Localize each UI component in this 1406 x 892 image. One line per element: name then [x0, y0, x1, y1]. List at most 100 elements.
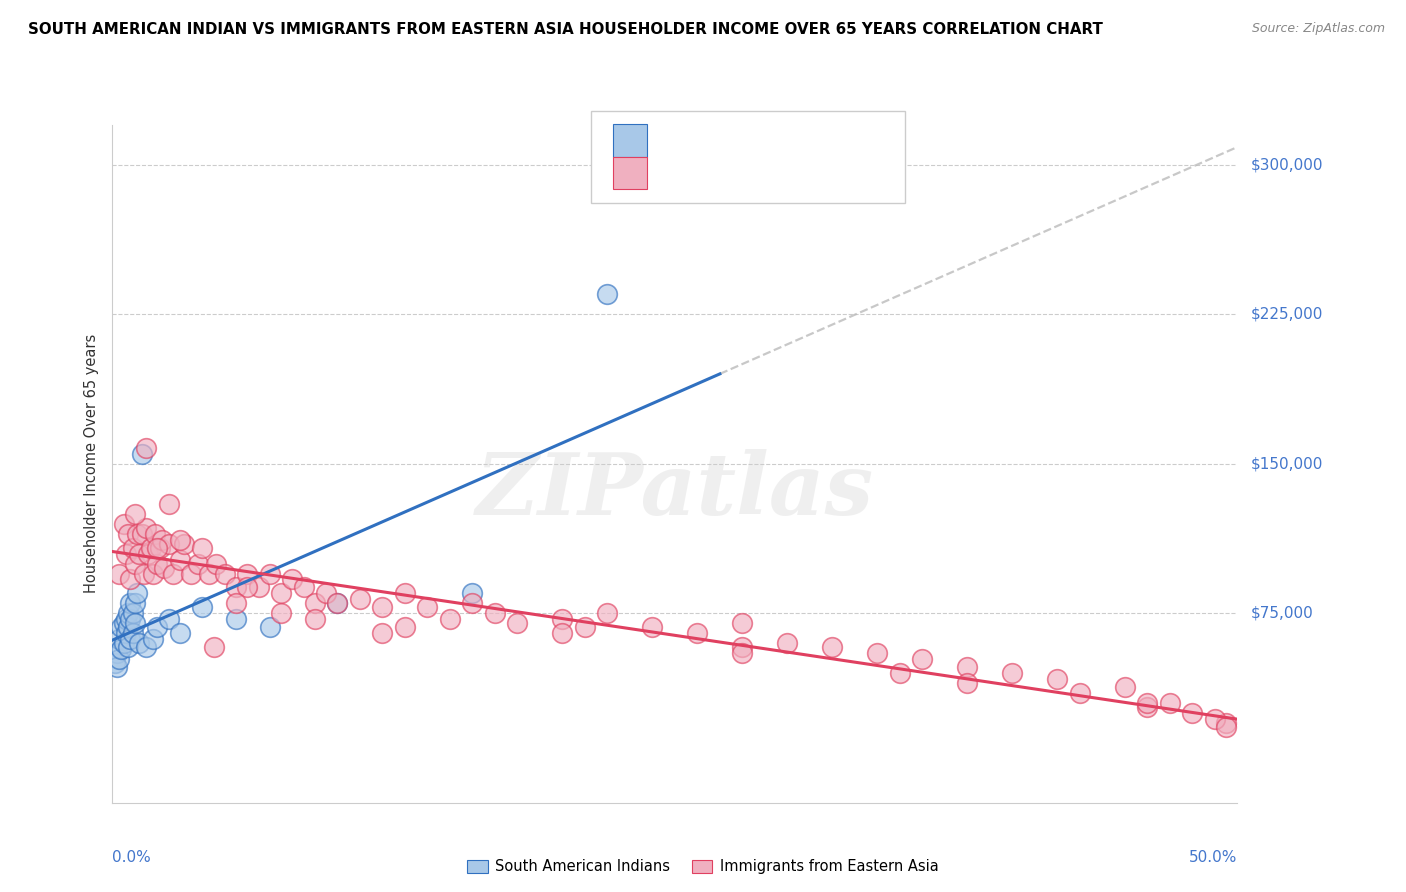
Point [225, 596, 247, 610]
Point [124, 507, 146, 521]
Point [574, 620, 596, 634]
Point [105, 660, 128, 674]
Text: $300,000: $300,000 [1251, 157, 1323, 172]
Point [236, 566, 259, 581]
Point [120, 612, 142, 626]
Point [150, 533, 173, 547]
Point [956, 660, 979, 674]
Point [394, 620, 416, 634]
Point [304, 596, 326, 610]
Text: 35: 35 [776, 139, 797, 154]
Point [191, 541, 214, 555]
Text: 87: 87 [776, 171, 797, 186]
Point [132, 566, 155, 581]
Point [112, 516, 135, 531]
Point [142, 566, 165, 581]
FancyBboxPatch shape [613, 157, 647, 189]
Point [120, 632, 142, 647]
Point [157, 536, 180, 550]
Point [169, 626, 191, 640]
Point [105, 646, 128, 660]
Point [1069, 686, 1091, 700]
Point [315, 586, 337, 600]
Text: -0.293: -0.293 [692, 171, 747, 186]
Point [146, 620, 169, 634]
Point [821, 640, 844, 655]
Point [596, 607, 619, 621]
Point [124, 557, 146, 571]
Point [1136, 696, 1159, 710]
Point [202, 640, 225, 655]
Point [131, 526, 153, 541]
Point [225, 581, 247, 595]
Point [461, 586, 484, 600]
Text: R =: R = [658, 139, 692, 154]
Text: N =: N = [742, 171, 776, 186]
Point [247, 581, 270, 595]
Point [731, 646, 754, 660]
Text: Source: ZipAtlas.com: Source: ZipAtlas.com [1251, 22, 1385, 36]
Point [596, 287, 619, 301]
Point [135, 441, 157, 455]
Point [641, 620, 664, 634]
Text: N =: N = [742, 139, 776, 154]
Point [259, 566, 281, 581]
Point [292, 581, 315, 595]
Point [214, 566, 236, 581]
Point [187, 557, 209, 571]
Point [149, 541, 172, 555]
Point [371, 600, 394, 615]
Point [115, 626, 138, 640]
Point [205, 557, 228, 571]
Point [127, 526, 149, 541]
Point [731, 640, 754, 655]
Point [270, 607, 292, 621]
Point [1001, 666, 1024, 681]
Point [551, 612, 574, 626]
Text: $225,000: $225,000 [1251, 307, 1323, 322]
Point [143, 526, 166, 541]
Point [1046, 672, 1069, 686]
FancyBboxPatch shape [613, 124, 647, 157]
Point [162, 566, 184, 581]
Point [124, 616, 146, 631]
Point [117, 640, 139, 655]
Point [117, 526, 139, 541]
Text: SOUTH AMERICAN INDIAN VS IMMIGRANTS FROM EASTERN ASIA HOUSEHOLDER INCOME OVER 65: SOUTH AMERICAN INDIAN VS IMMIGRANTS FROM… [28, 22, 1102, 37]
FancyBboxPatch shape [591, 112, 905, 202]
Point [108, 632, 131, 647]
Point [1159, 696, 1181, 710]
Text: 0.673: 0.673 [692, 139, 740, 154]
Point [120, 596, 142, 610]
Point [461, 596, 484, 610]
Point [117, 620, 139, 634]
Point [112, 636, 135, 650]
Point [169, 552, 191, 566]
Point [270, 586, 292, 600]
Point [121, 607, 143, 621]
Text: 50.0%: 50.0% [1189, 850, 1237, 865]
Point [236, 581, 259, 595]
Text: $150,000: $150,000 [1251, 457, 1323, 471]
Point [120, 573, 142, 587]
Point [889, 666, 911, 681]
Point [484, 607, 506, 621]
Point [121, 626, 143, 640]
Point [108, 566, 131, 581]
Point [121, 541, 143, 555]
Point [112, 616, 135, 631]
Point [139, 541, 162, 555]
Point [157, 612, 180, 626]
Point [146, 557, 169, 571]
Point [138, 547, 160, 561]
Legend: South American Indians, Immigrants from Eastern Asia: South American Indians, Immigrants from … [461, 854, 945, 880]
Point [304, 612, 326, 626]
Point [956, 676, 979, 690]
Point [135, 640, 157, 655]
Point [104, 657, 127, 671]
Point [131, 447, 153, 461]
Point [180, 566, 202, 581]
Point [776, 636, 799, 650]
Y-axis label: Householder Income Over 65 years: Householder Income Over 65 years [83, 334, 98, 593]
Point [731, 616, 754, 631]
